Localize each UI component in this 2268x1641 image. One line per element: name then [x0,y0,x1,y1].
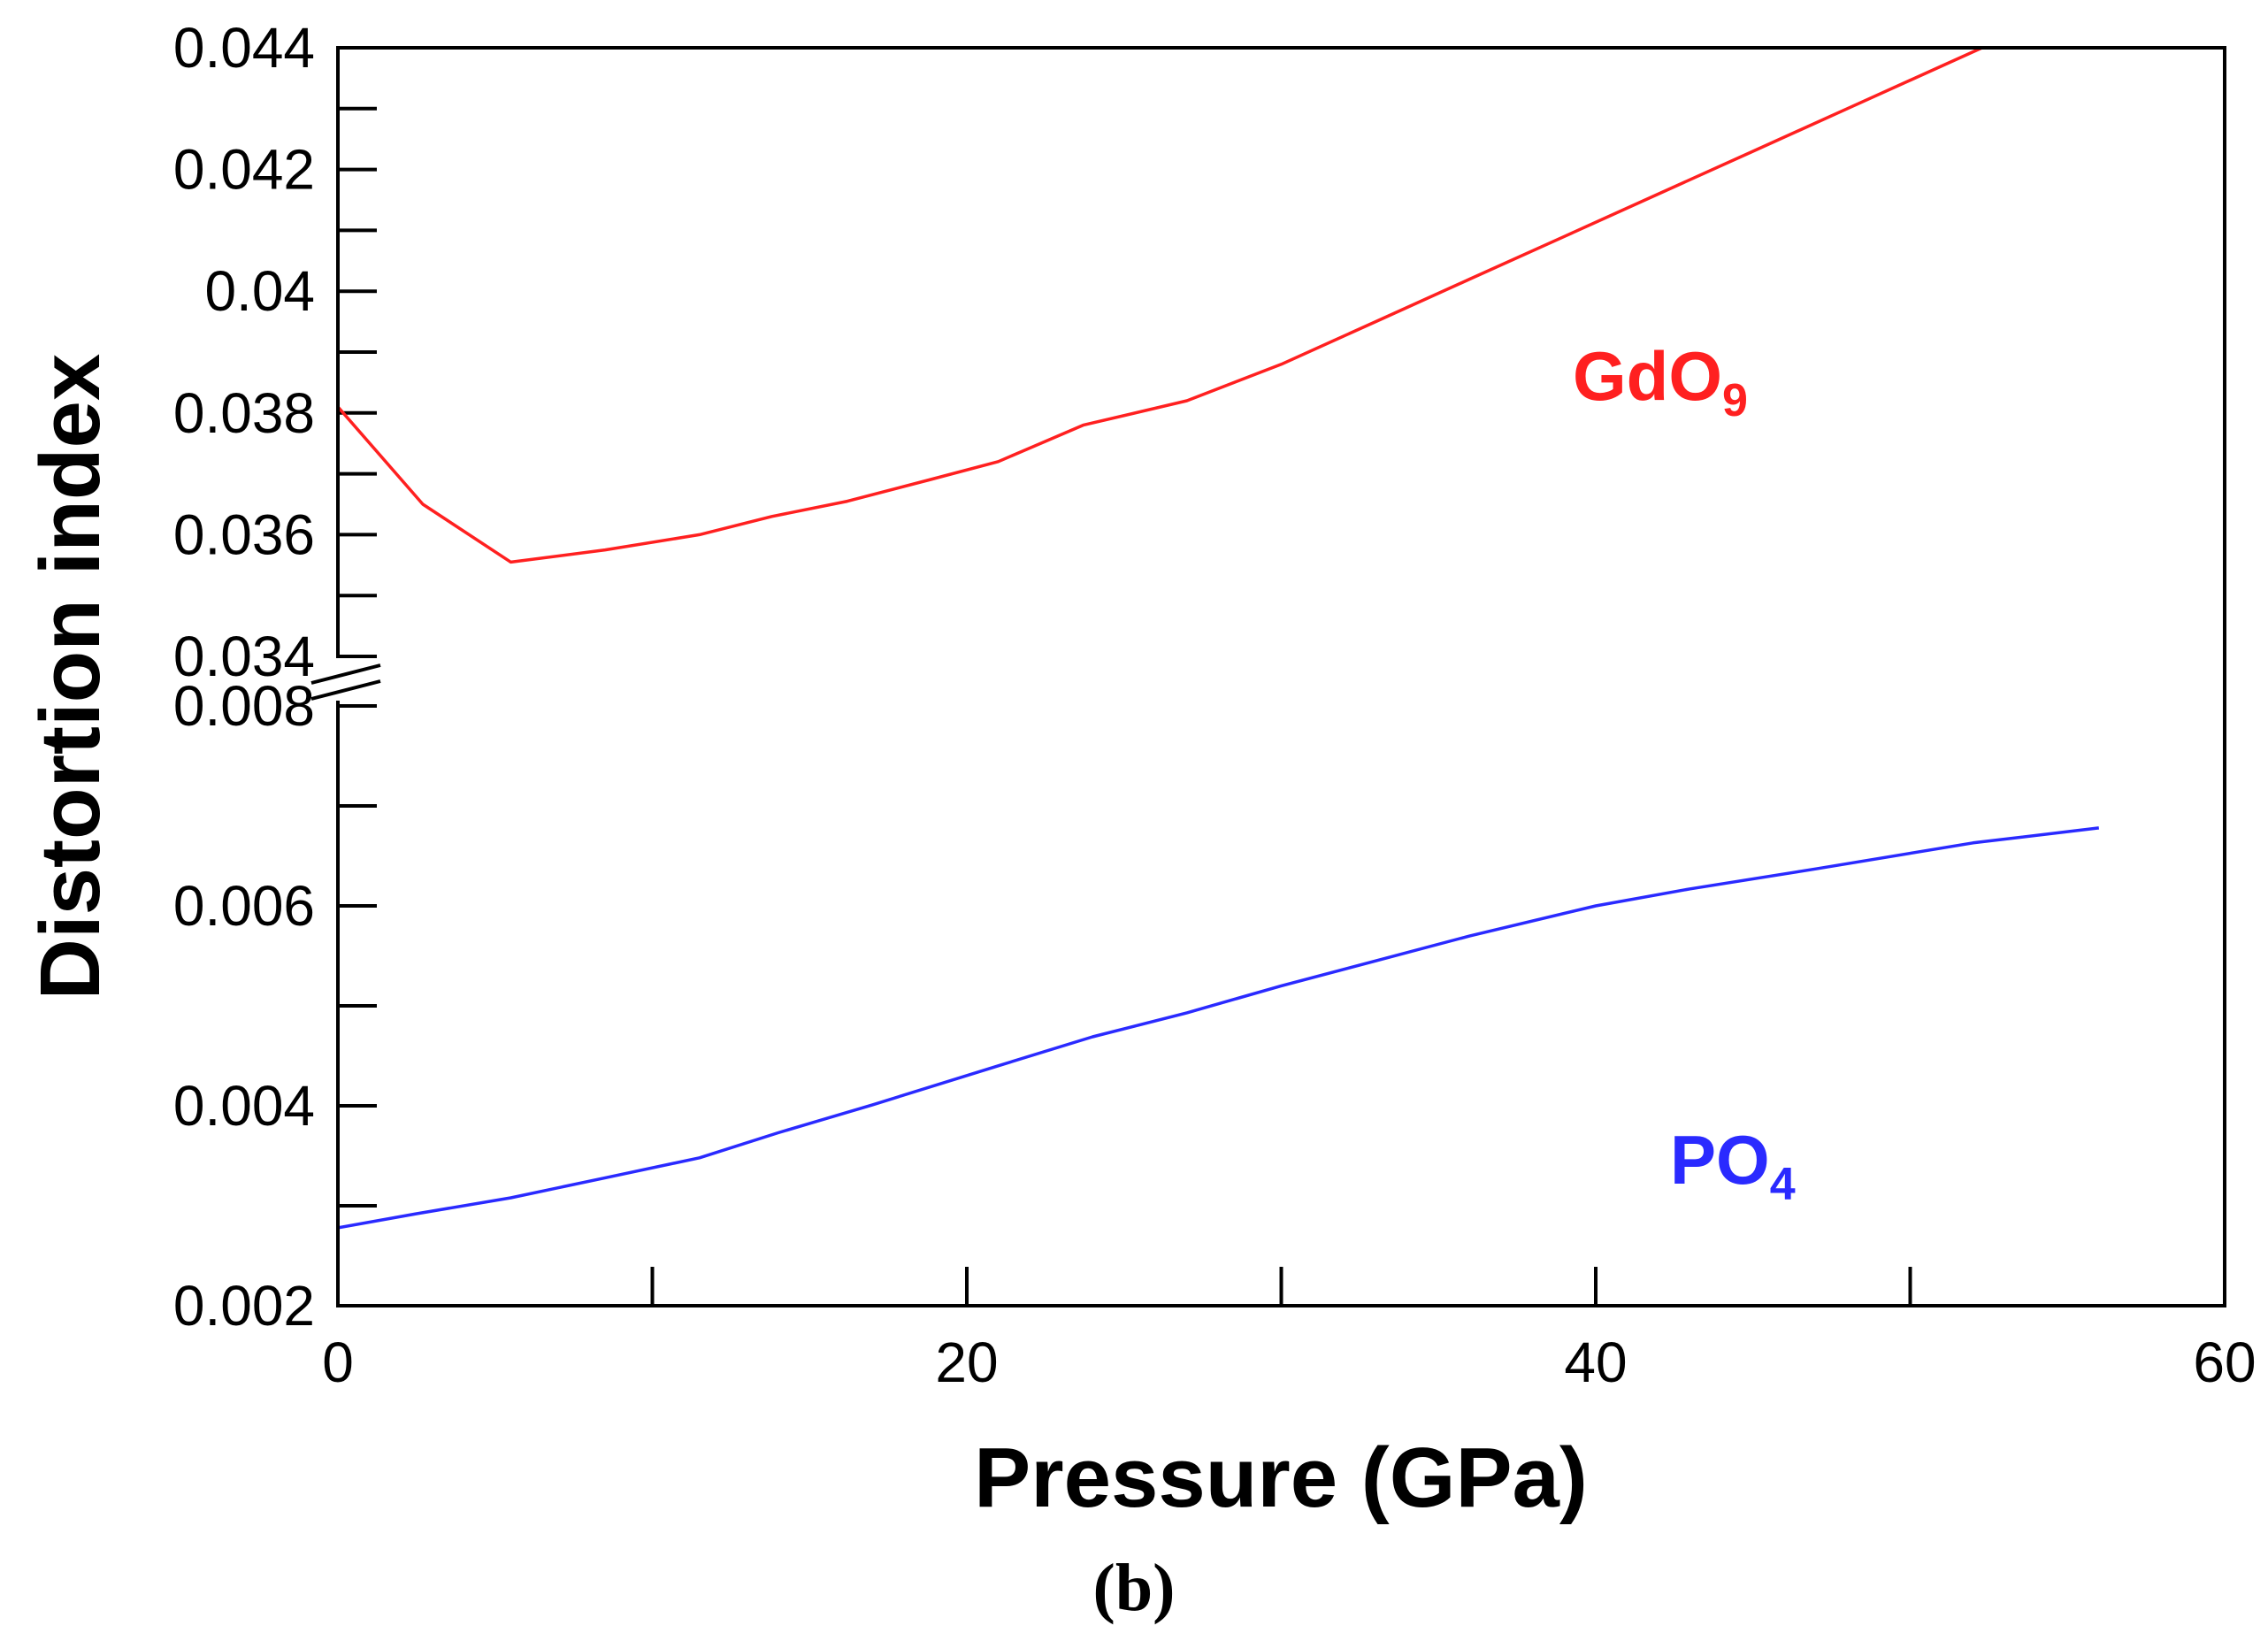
series-label-gdo9-name: GdO [1573,337,1722,415]
series-label-po4-subscript: 4 [1770,1159,1796,1210]
y-upper-tick-label: 0.04 [204,259,315,323]
x-tick-label: 40 [1564,1330,1627,1394]
panel-label: (b) [1093,1551,1176,1625]
series-label-gdo9-subscript: 9 [1722,375,1748,426]
axis-break-marks [310,658,381,701]
y-lower-tick-label: 0.004 [173,1074,315,1138]
x-axis-title: Pressure (GPa) [974,1430,1588,1525]
tick-labels: 0.034 0.036 0.038 0.04 0.042 0.044 0.002 0.004 0… [173,16,2257,1394]
series-label-gdo9: GdO9 [1573,337,1748,426]
series-line-po4 [338,826,2100,1230]
y-upper-tick-label: 0.044 [173,16,315,80]
y-lower-tick-label: 0.006 [173,874,315,938]
y-axis-title: Distortion index [23,354,118,1001]
series-label-po4-name: PO [1670,1121,1770,1199]
y-upper-tick-label: 0.042 [173,138,315,202]
y-upper-tick-label: 0.038 [173,381,315,445]
x-tick-label: 20 [935,1330,998,1394]
y-upper-tick-label: 0.034 [173,625,315,688]
series-label-po4: PO4 [1670,1121,1796,1210]
x-tick-label: 0 [322,1330,354,1394]
x-tick-label: 60 [2193,1330,2256,1394]
y-upper-tick-label: 0.036 [173,502,315,566]
tick-marks [336,46,2226,1307]
series-line-gdo9 [338,48,1987,564]
y-lower-tick-label: 0.008 [173,674,315,738]
series-lines [338,48,2100,1230]
y-lower-tick-label: 0.002 [173,1274,315,1338]
plot-frame [336,46,2226,1307]
